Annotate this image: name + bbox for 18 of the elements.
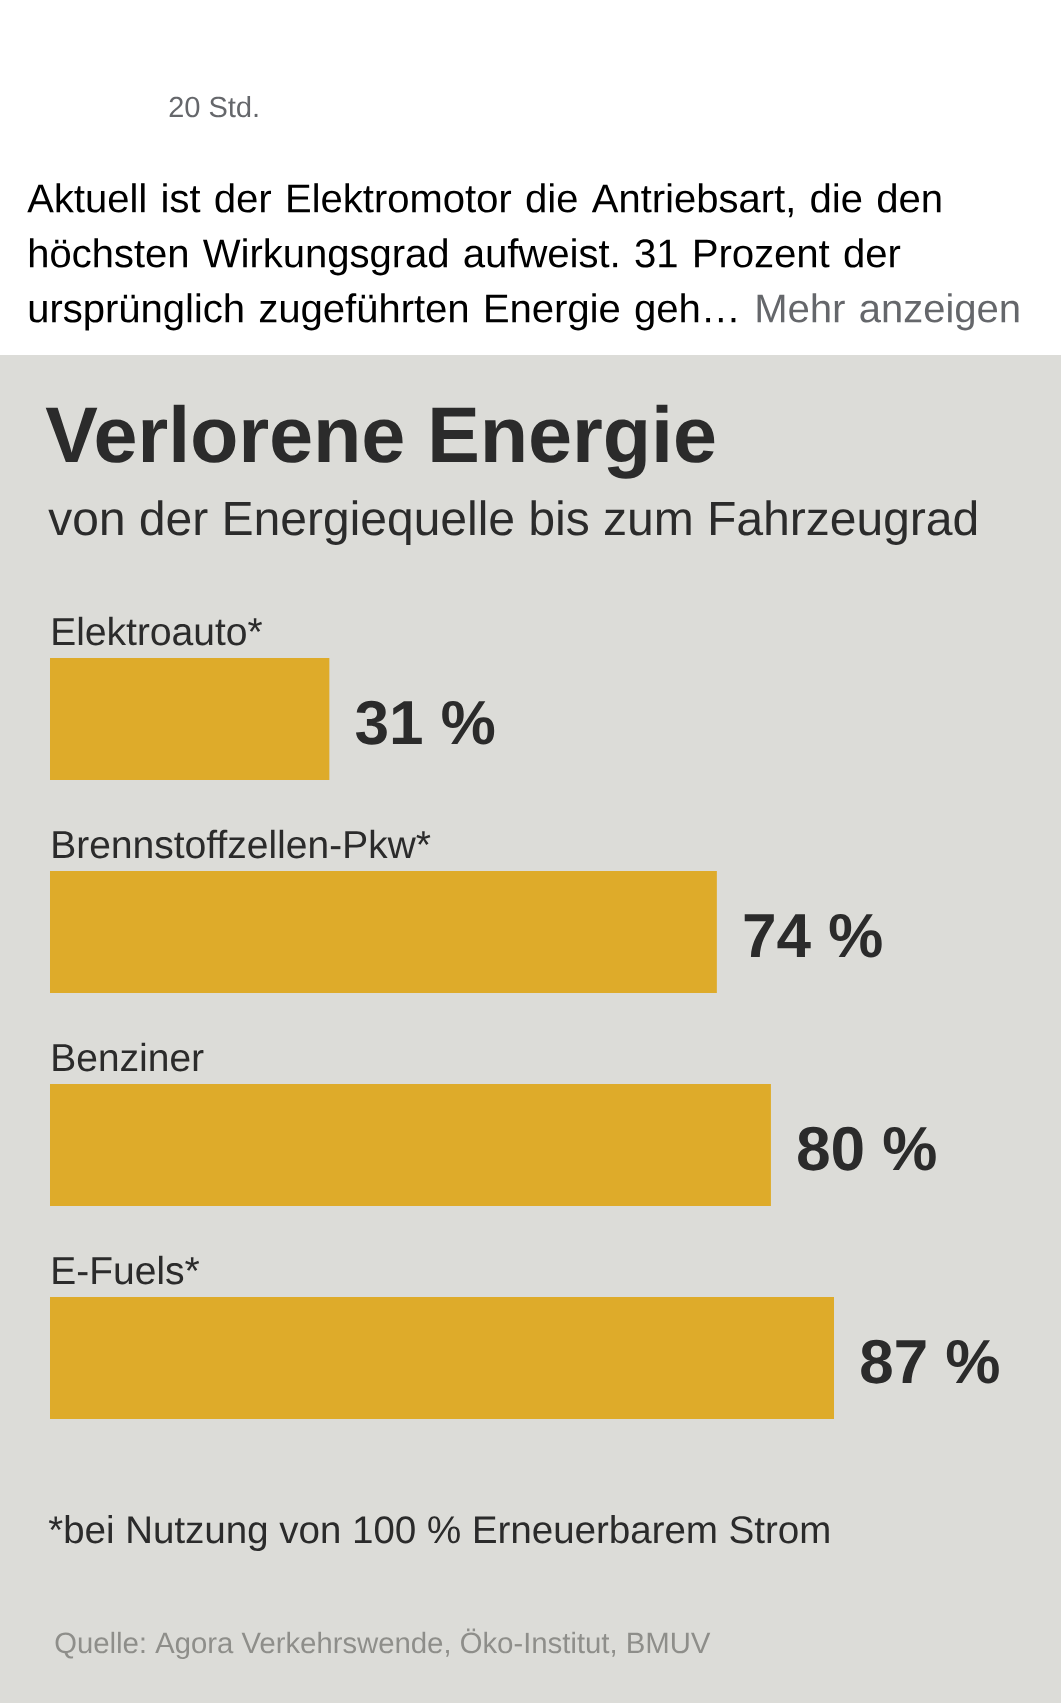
data-label: 87 %	[861, 1339, 999, 1384]
y-tick-label: Benziner	[53, 1042, 204, 1072]
text: *bei Nutzung von 100 % Erneuerbarem Strom	[48, 1515, 829, 1551]
chart-title: Verlorene Energie	[45, 404, 715, 479]
data-label: 74 %	[744, 913, 882, 958]
chart-subtitle: von der Energiequelle bis zum Fahrzeugrad	[48, 500, 977, 545]
bar	[50, 1084, 771, 1207]
bar	[50, 658, 330, 781]
y-tick-label: Brennstoffzellen-Pkw*	[53, 829, 431, 859]
bar	[50, 1297, 835, 1420]
y-tick-label: Elektroauto*	[53, 616, 263, 646]
y-tick-label: E-Fuels*	[53, 1255, 200, 1285]
data-label: 80 %	[798, 1126, 936, 1171]
text: Mehr anzeigen	[757, 293, 1019, 331]
bar	[50, 871, 717, 994]
text: 20 Std.	[169, 95, 258, 118]
source-note: Quelle: Agora Verkehrswende, Öko-Institut, BMUV	[55, 1628, 711, 1660]
data-label: 31 %	[355, 700, 495, 745]
